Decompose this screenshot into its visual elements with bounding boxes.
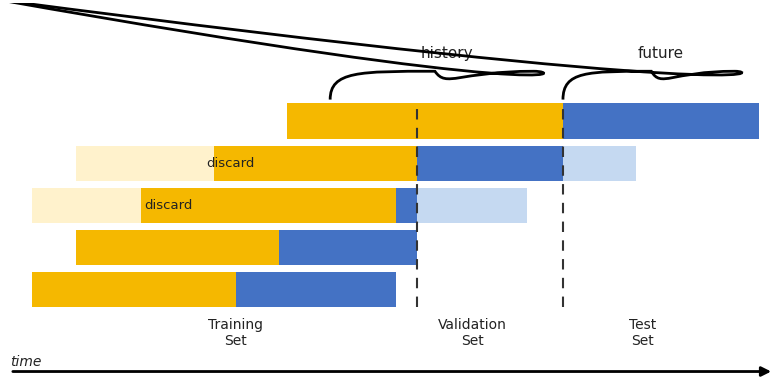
Bar (141, 188, 396, 223)
Bar (563, 146, 636, 181)
Bar (32, 272, 235, 307)
Text: future: future (638, 46, 684, 61)
Bar (563, 103, 760, 139)
Bar (396, 188, 417, 223)
Bar (214, 146, 417, 181)
Text: Test
Set: Test Set (630, 318, 657, 348)
Bar (75, 146, 214, 181)
Bar (235, 272, 396, 307)
Text: time: time (10, 355, 42, 369)
Bar (417, 146, 563, 181)
Bar (279, 230, 417, 265)
Bar (32, 188, 141, 223)
Text: Training
Set: Training Set (208, 318, 263, 348)
Text: discard: discard (144, 199, 193, 212)
Text: history: history (420, 46, 473, 61)
Bar (214, 146, 563, 181)
Text: Validation
Set: Validation Set (437, 318, 506, 348)
Bar (286, 103, 563, 139)
Bar (75, 230, 279, 265)
Bar (141, 188, 527, 223)
Text: discard: discard (206, 157, 255, 170)
Bar (417, 188, 527, 223)
